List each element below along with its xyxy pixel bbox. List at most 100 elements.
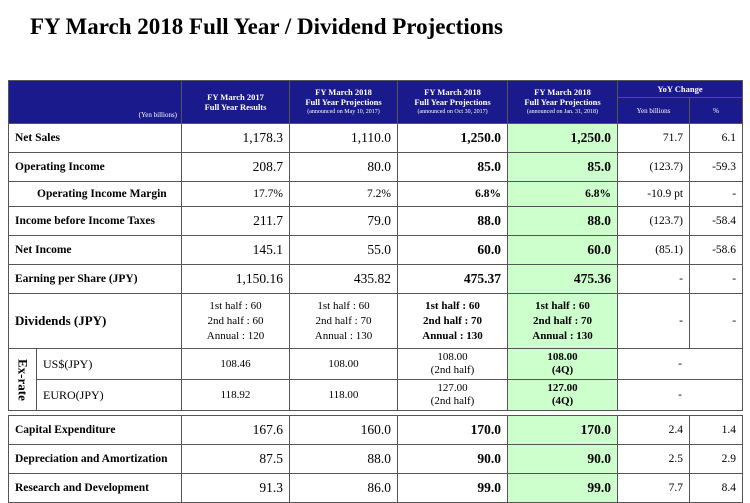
cell: 1,250.0	[397, 123, 509, 153]
table-row: Ex-rate US$(JPY) 108.46 108.00 108.00 (2n…	[8, 348, 744, 411]
cell: 7.2%	[289, 181, 399, 207]
cell: -59.3	[689, 152, 744, 182]
row-label: Operating Income Margin	[7, 181, 183, 207]
cell: 2.9	[689, 444, 744, 474]
row-label: Operating Income	[7, 152, 183, 182]
table-row: Operating Income 208.7 80.0 85.0 85.0 (1…	[7, 152, 744, 182]
cell: 170.0	[397, 415, 509, 445]
col-fy2017-header: FY March 2017 Full Year Results	[181, 80, 291, 124]
cell: -58.6	[689, 235, 744, 265]
row-label: Research and Development	[7, 473, 183, 503]
cell: 55.0	[289, 235, 399, 265]
table-row: Research and Development 91.3 86.0 99.0 …	[7, 473, 744, 503]
cell: 2.4	[617, 415, 691, 445]
cell: -	[617, 264, 691, 294]
cell: 71.7	[617, 123, 691, 153]
cell: -10.9 pt	[617, 181, 691, 207]
cell: 85.0	[507, 152, 619, 182]
row-label: Capital Expenditure	[7, 415, 183, 445]
cell: 1,250.0	[507, 123, 619, 153]
cell: (123.7)	[617, 206, 691, 236]
cell: 6.8%	[397, 181, 509, 207]
cell: 1st half : 60 2nd half : 70 Annual : 130	[397, 293, 509, 349]
cell: 2.5	[617, 444, 691, 474]
cell: 211.7	[181, 206, 291, 236]
cell: (85.1)	[617, 235, 691, 265]
cell: 108.46	[181, 348, 291, 380]
header-row: (Yen billions) FY March 2017 Full Year R…	[7, 80, 744, 124]
cell: 6.8%	[507, 181, 619, 207]
cell: 88.0	[289, 444, 399, 474]
unit-header: (Yen billions)	[7, 80, 183, 124]
cell: 118.92	[181, 379, 291, 411]
table-row: Depreciation and Amortization 87.5 88.0 …	[7, 444, 744, 474]
cell: 145.1	[181, 235, 291, 265]
cell: 90.0	[507, 444, 619, 474]
row-label: US$(JPY)	[35, 348, 183, 380]
table-row: Capital Expenditure 167.6 160.0 170.0 17…	[7, 415, 744, 445]
cell: 88.0	[507, 206, 619, 236]
cell: -	[617, 379, 744, 411]
cell: 80.0	[289, 152, 399, 182]
page-title: FY March 2018 Full Year / Dividend Proje…	[30, 14, 503, 39]
table-row: EURO(JPY) 118.92 118.00 127.00 (2nd half)…	[9, 379, 744, 411]
cell: 17.7%	[181, 181, 291, 207]
cell: -58.4	[689, 206, 744, 236]
cell: 435.82	[289, 264, 399, 294]
row-label: EURO(JPY)	[35, 379, 183, 411]
cell: 1.4	[689, 415, 744, 445]
cell: 170.0	[507, 415, 619, 445]
row-label: Dividends (JPY)	[7, 293, 183, 349]
cell: -	[689, 293, 744, 349]
cell: 79.0	[289, 206, 399, 236]
cell: 7.7	[617, 473, 691, 503]
cell: 1,150.16	[181, 264, 291, 294]
cell: 99.0	[507, 473, 619, 503]
cell: -	[617, 293, 691, 349]
cell: 127.00 (2nd half)	[397, 379, 509, 411]
col-may-header: FY March 2018 Full Year Projections (ann…	[289, 80, 399, 124]
cell: 1st half : 60 2nd half : 60 Annual : 120	[181, 293, 291, 349]
header-subrow: Yen billions %	[9, 97, 744, 124]
table-row: Operating Income Margin 17.7% 7.2% 6.8% …	[7, 181, 744, 207]
cell: 1,178.3	[181, 123, 291, 153]
cell: 1,110.0	[289, 123, 399, 153]
row-label: Income before Income Taxes	[7, 206, 183, 236]
yoy-header: YoY Change	[617, 80, 744, 98]
col-oct-header: FY March 2018 Full Year Projections (ann…	[397, 80, 509, 124]
row-label: Net Sales	[7, 123, 183, 153]
cell: 86.0	[289, 473, 399, 503]
cell: 88.0	[397, 206, 509, 236]
yoy-pct-header: %	[689, 97, 744, 124]
row-label: Net Income	[7, 235, 183, 265]
cell: 108.00 (2nd half)	[397, 348, 509, 380]
cell: 475.36	[507, 264, 619, 294]
cell: -	[617, 348, 744, 380]
yoy-yen-header: Yen billions	[617, 97, 691, 124]
cell: 87.5	[181, 444, 291, 474]
cell: 475.37	[397, 264, 509, 294]
cell: 167.6	[181, 415, 291, 445]
cell: 118.00	[289, 379, 399, 411]
col-jan-header: FY March 2018 Full Year Projections (ann…	[507, 80, 619, 124]
cell: 160.0	[289, 415, 399, 445]
cell: 60.0	[507, 235, 619, 265]
cell: -	[689, 181, 744, 207]
cell: 208.7	[181, 152, 291, 182]
cell: 127.00 (4Q)	[507, 379, 619, 411]
cell: -	[689, 264, 744, 294]
cell: 90.0	[397, 444, 509, 474]
cell: 108.00 (4Q)	[507, 348, 619, 380]
row-label: Depreciation and Amortization	[7, 444, 183, 474]
cell: 8.4	[689, 473, 744, 503]
cell: 1st half : 60 2nd half : 70 Annual : 130	[507, 293, 619, 349]
projections-table: (Yen billions) FY March 2017 Full Year R…	[7, 80, 744, 503]
ex-rate-label: Ex-rate	[8, 348, 37, 411]
cell: 99.0	[397, 473, 509, 503]
table-row: Dividends (JPY) 1st half : 60 2nd half : …	[7, 293, 744, 349]
table-row: Net Income 145.1 55.0 60.0 60.0 (85.1) -…	[7, 235, 744, 265]
cell: 6.1	[689, 123, 744, 153]
table-row: Earning per Share (JPY) 1,150.16 435.82 …	[7, 264, 744, 294]
cell: 1st half : 60 2nd half : 70 Annual : 130	[289, 293, 399, 349]
cell: 60.0	[397, 235, 509, 265]
